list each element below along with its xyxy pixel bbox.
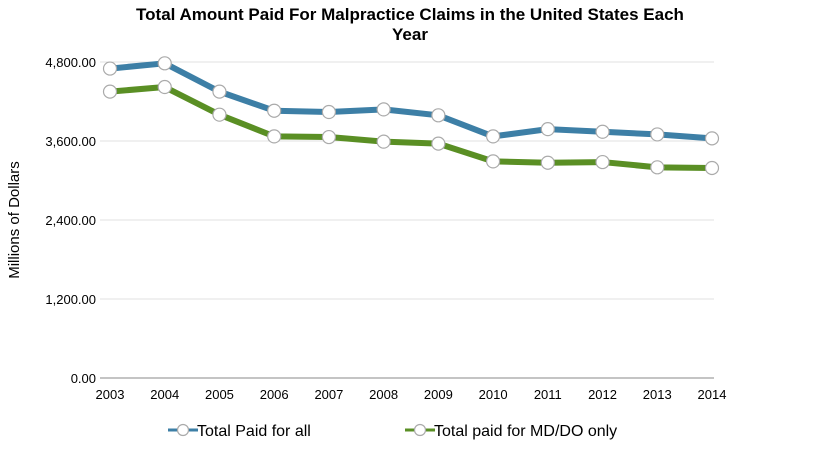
data-point bbox=[102, 61, 118, 76]
x-tick-label: 2011 bbox=[534, 387, 562, 402]
data-point bbox=[540, 155, 555, 170]
legend-label: Total Paid for all bbox=[197, 423, 311, 440]
data-point bbox=[704, 160, 720, 176]
data-point bbox=[157, 79, 172, 95]
data-point bbox=[431, 136, 446, 151]
x-tick-label: 2012 bbox=[588, 387, 617, 402]
legend-marker bbox=[176, 423, 190, 437]
legend-item: Total paid for MD/DO only bbox=[405, 423, 617, 440]
data-point bbox=[431, 108, 446, 123]
series-line bbox=[107, 84, 715, 171]
data-point bbox=[485, 154, 501, 169]
data-point bbox=[376, 102, 391, 117]
legend-label: Total paid for MD/DO only bbox=[434, 423, 617, 440]
legend: Total Paid for all Total paid for MD/DO o… bbox=[168, 423, 617, 440]
data-point bbox=[540, 122, 555, 137]
x-tick-label: 2013 bbox=[643, 387, 672, 402]
x-tick-label: 2007 bbox=[314, 387, 343, 402]
data-point bbox=[267, 103, 282, 118]
series-1 bbox=[102, 56, 720, 146]
y-tick-label: 1,200.00 bbox=[45, 292, 96, 307]
data-point bbox=[650, 160, 665, 175]
data-point bbox=[102, 84, 118, 99]
data-point bbox=[157, 56, 172, 71]
legend-marker bbox=[413, 423, 427, 437]
data-point bbox=[267, 129, 282, 144]
data-point bbox=[212, 84, 227, 99]
series-lines bbox=[102, 56, 720, 176]
data-point bbox=[321, 104, 337, 120]
y-tick-labels: 0.00 1,200.00 2,400.00 3,600.00 4,800.00 bbox=[45, 55, 96, 386]
x-tick-label: 2009 bbox=[424, 387, 453, 402]
x-tick-labels: 2003 2004 2005 2006 2007 2008 2009 2010 2011 2012… bbox=[96, 387, 727, 402]
x-tick-label: 2005 bbox=[205, 387, 234, 402]
y-tick-label: 2,400.00 bbox=[45, 213, 96, 228]
data-point bbox=[376, 134, 391, 149]
data-point bbox=[212, 107, 227, 122]
x-tick-label: 2010 bbox=[479, 387, 508, 402]
data-point bbox=[650, 127, 665, 142]
y-axis-label: Millions of Dollars bbox=[6, 161, 23, 279]
y-tick-label: 0.00 bbox=[71, 371, 96, 386]
x-tick-label: 2006 bbox=[260, 387, 289, 402]
y-tick-label: 4,800.00 bbox=[45, 55, 96, 70]
x-tick-label: 2014 bbox=[698, 387, 727, 402]
gridlines bbox=[100, 61, 714, 379]
data-point bbox=[595, 154, 610, 170]
legend-item: Total Paid for all bbox=[168, 423, 311, 440]
series-2 bbox=[102, 79, 720, 176]
data-point bbox=[485, 129, 501, 144]
series-line bbox=[107, 60, 715, 142]
x-tick-label: 2004 bbox=[150, 387, 179, 402]
data-point bbox=[704, 131, 720, 146]
chart-title-line-1: Total Amount Paid For Malpractice Claims… bbox=[136, 5, 684, 24]
x-tick-label: 2003 bbox=[96, 387, 125, 402]
data-point bbox=[321, 129, 337, 145]
data-point bbox=[595, 124, 610, 139]
x-tick-label: 2008 bbox=[369, 387, 398, 402]
y-tick-label: 3,600.00 bbox=[45, 134, 96, 149]
chart-title-line-2: Year bbox=[392, 25, 428, 44]
